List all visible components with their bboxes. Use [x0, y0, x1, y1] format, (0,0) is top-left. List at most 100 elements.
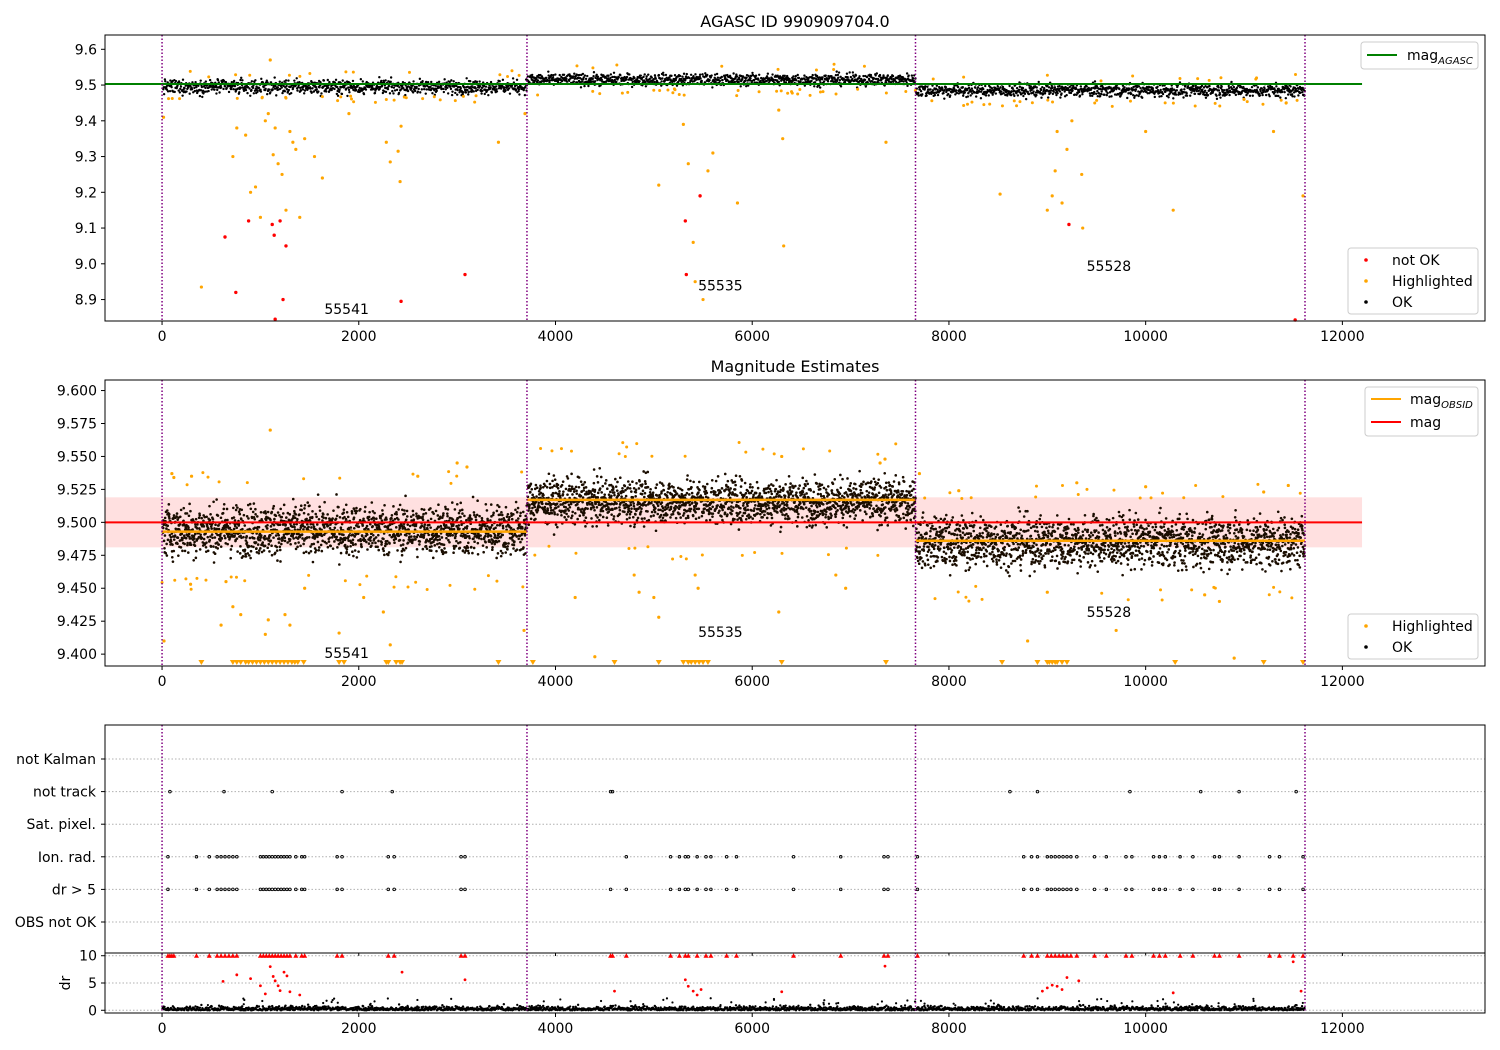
highlighted-point [1070, 119, 1074, 123]
ok-point [484, 85, 488, 88]
ok-point [550, 73, 553, 77]
ok-point [752, 79, 756, 82]
ok-point [553, 478, 557, 481]
ok-point [555, 502, 559, 506]
ok-point [549, 506, 553, 510]
ok-point [302, 92, 306, 95]
ok-point [199, 89, 203, 92]
x-tick-label: 6000 [734, 329, 770, 345]
ok-point [708, 78, 711, 82]
ok-point [406, 541, 410, 544]
ok-point [858, 79, 862, 83]
ok-point [254, 541, 258, 544]
ok-point [500, 87, 503, 90]
notok-point [683, 219, 688, 223]
ok-point [248, 536, 252, 540]
ok-point [483, 524, 487, 528]
ok-point [471, 551, 474, 555]
ok-point [967, 92, 970, 95]
ok-point [207, 89, 210, 93]
ok-point [625, 78, 628, 81]
ok-point [187, 532, 191, 536]
ok-point [745, 76, 748, 79]
highlighted-point [336, 99, 340, 103]
ok-point [463, 514, 466, 518]
ok-point [371, 525, 374, 528]
ok-point [256, 515, 259, 518]
ok-point [257, 535, 260, 539]
highlighted-point [1301, 194, 1305, 198]
ok-point [353, 535, 356, 538]
ok-point [219, 533, 222, 537]
ok-point [820, 78, 824, 81]
ok-point [263, 544, 267, 548]
ok-point [475, 80, 479, 84]
ok-point [496, 523, 499, 527]
ok-point [347, 553, 351, 557]
x-tick-label: 12000 [1320, 329, 1365, 345]
ok-point [208, 518, 212, 522]
ok-point [943, 97, 946, 100]
ok-point [504, 551, 508, 554]
ok-point [961, 94, 965, 97]
ok-point [754, 74, 758, 77]
ok-point [420, 507, 424, 511]
ok-point [241, 554, 245, 558]
ok-point [539, 73, 542, 77]
ok-point [507, 542, 510, 545]
ok-point [499, 554, 503, 558]
ok-point [421, 518, 425, 522]
ok-point [898, 80, 901, 83]
highlighted-point [349, 97, 353, 101]
ok-point [292, 537, 295, 540]
ok-point [211, 517, 215, 521]
notok-point [273, 317, 277, 321]
ok-point [199, 533, 202, 537]
ok-point [1164, 90, 1167, 93]
ok-point [1227, 84, 1230, 88]
ok-point [255, 547, 258, 550]
ok-point [163, 516, 167, 520]
ok-point [205, 541, 208, 544]
ok-point [214, 523, 217, 527]
p1-legend-notok: not OK [1392, 253, 1440, 269]
ok-point [380, 79, 383, 83]
ok-point [365, 533, 369, 536]
ok-point [344, 536, 347, 540]
ok-point [333, 526, 337, 530]
ok-point [190, 88, 194, 91]
ok-point [1167, 96, 1170, 99]
ok-point [288, 513, 292, 516]
ok-point [1205, 91, 1208, 95]
ok-point [933, 93, 937, 97]
ok-point [495, 90, 499, 93]
ok-point [552, 492, 555, 495]
ok-point [1141, 96, 1144, 99]
highlighted-point [351, 70, 355, 74]
ok-point [885, 81, 888, 84]
ok-point [296, 545, 299, 549]
ok-point [383, 553, 386, 557]
ok-point [255, 88, 259, 92]
ok-point [345, 550, 348, 554]
highlighted-point [782, 244, 786, 248]
highlighted-point [706, 169, 710, 173]
highlighted-point [320, 95, 324, 99]
highlighted-point [962, 104, 966, 108]
ok-point [1284, 96, 1288, 100]
ok-point [732, 72, 735, 75]
ok-point [450, 501, 454, 504]
ok-point [501, 78, 505, 82]
ok-point [382, 549, 385, 553]
ok-point [259, 547, 262, 550]
ok-point [976, 86, 980, 89]
ok-point [792, 75, 795, 78]
ok-point [420, 88, 424, 91]
highlighted-point [1046, 98, 1050, 102]
ok-point [199, 79, 202, 82]
ok-point [252, 92, 256, 95]
ok-point [179, 546, 183, 549]
ok-point [314, 512, 318, 516]
ok-point [275, 545, 279, 549]
ok-point [467, 90, 470, 94]
